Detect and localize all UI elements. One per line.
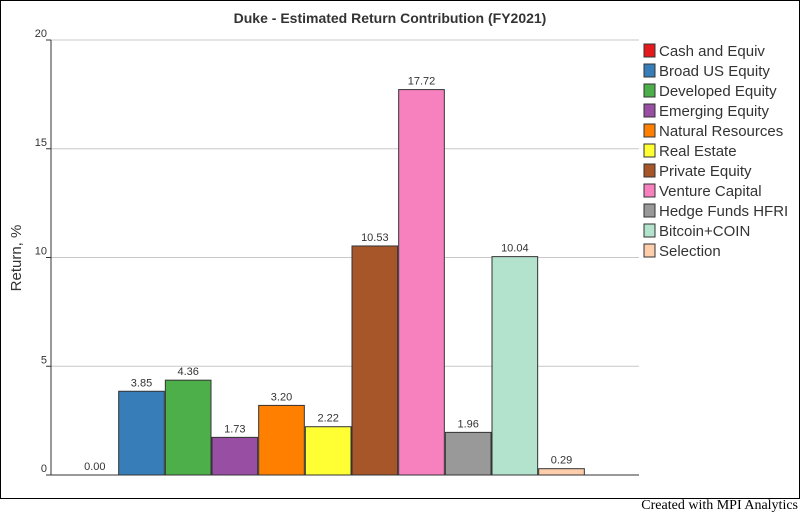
- legend-swatch: [643, 143, 656, 158]
- legend-swatch: [643, 63, 656, 78]
- bar-bitcoin-coin: [491, 256, 539, 476]
- legend-swatch: [643, 203, 656, 218]
- legend-label: Venture Capital: [659, 183, 762, 200]
- y-tick-label: 20: [35, 28, 47, 40]
- legend-label: Selection: [659, 243, 721, 260]
- bar-value-label: 1.73: [224, 423, 245, 435]
- legend-label: Developed Equity: [659, 83, 777, 100]
- legend-label: Emerging Equity: [659, 103, 770, 120]
- bar-value-label: 0.29: [551, 455, 572, 467]
- y-tick-label: 10: [35, 246, 47, 258]
- legend-swatch: [643, 83, 656, 98]
- bar-value-label: 0.00: [84, 461, 105, 473]
- y-tick-label: 5: [41, 354, 47, 366]
- bar-natural-resources: [258, 404, 305, 476]
- bar-broad-us-equity: [118, 390, 165, 476]
- bar-real-estate: [304, 426, 352, 476]
- chart-title: Duke - Estimated Return Contribution (FY…: [234, 10, 547, 26]
- legend-swatch: [643, 223, 656, 238]
- bar-value-label: 10.04: [501, 243, 529, 255]
- legend-swatch: [643, 243, 656, 258]
- bar-private-equity: [351, 245, 399, 476]
- bar-hedge-funds-hfri: [444, 431, 492, 476]
- bar-value-label: 10.53: [361, 232, 389, 244]
- bar-value-label: 1.96: [457, 418, 478, 430]
- legend-label: Broad US Equity: [659, 63, 770, 80]
- legend-swatch: [643, 123, 656, 138]
- legend-label: Private Equity: [659, 163, 752, 180]
- y-tick-label: 15: [35, 137, 47, 149]
- bar-value-label: 3.20: [271, 391, 292, 403]
- legend-label: Hedge Funds HFRI: [659, 203, 788, 220]
- bar-value-label: 3.85: [131, 377, 152, 389]
- bar-venture-capital: [398, 89, 445, 476]
- bar-chart: Duke - Estimated Return Contribution (FY…: [8, 10, 788, 476]
- legend-label: Bitcoin+COIN: [659, 223, 750, 240]
- y-axis-label: Return, %: [8, 225, 25, 292]
- bar-emerging-equity: [211, 436, 259, 476]
- legend-swatch: [643, 163, 656, 178]
- y-tick-label: 0: [41, 463, 47, 475]
- legend: Cash and Equiv Broad US Equity Developed E…: [643, 43, 788, 260]
- bar-value-label: 17.72: [408, 76, 436, 88]
- chart-frame: Duke - Estimated Return Contribution (FY…: [0, 0, 800, 499]
- bar-selection: [538, 468, 585, 476]
- y-axis-ticks: 0 5 10 15 20: [35, 28, 51, 476]
- bar-value-label: 4.36: [177, 366, 198, 378]
- bars: [118, 89, 585, 476]
- bar-value-label: 2.22: [317, 413, 338, 425]
- gridlines: [51, 39, 639, 367]
- legend-label: Cash and Equiv: [659, 43, 765, 60]
- axes: [50, 40, 639, 476]
- legend-label: Real Estate: [659, 143, 737, 160]
- bar-value-labels: 0.00 3.85 4.36 1.73 3.20 2.22 10.53 17.72 1.96 10…: [84, 76, 572, 473]
- legend-swatch: [643, 183, 656, 198]
- legend-label: Natural Resources: [659, 123, 783, 140]
- footer-credit: Created with MPI Analytics: [641, 498, 798, 513]
- legend-swatch: [643, 103, 656, 118]
- legend-swatch: [643, 43, 656, 58]
- bar-developed-equity: [164, 379, 212, 476]
